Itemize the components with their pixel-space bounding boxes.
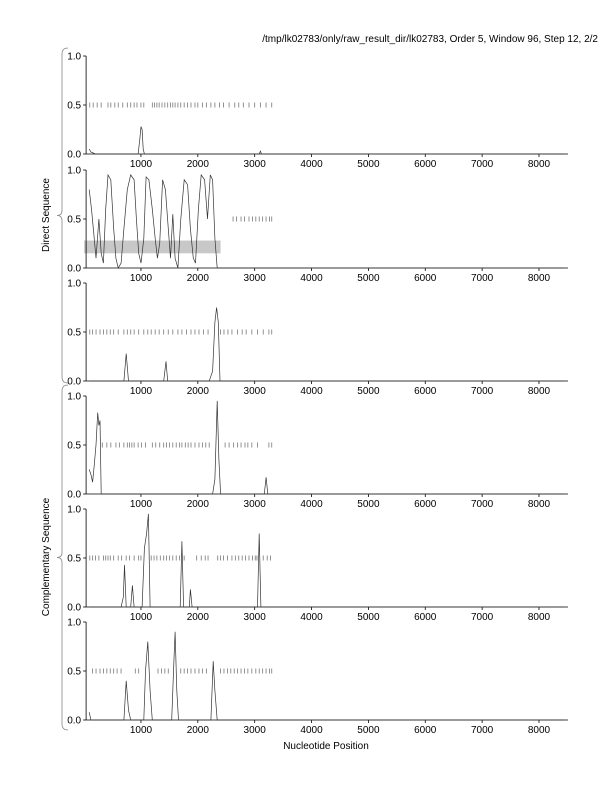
- chart-title: /tmp/lk02783/only/raw_result_dir/lk02783…: [262, 34, 598, 45]
- y-tick-label: 0.5: [67, 441, 81, 452]
- x-tick-label: 1000: [130, 386, 153, 397]
- y-tick-label: 0.5: [67, 101, 81, 112]
- x-tick-label: 3000: [244, 273, 267, 284]
- x-tick-label: 7000: [471, 725, 494, 736]
- x-tick-label: 8000: [528, 612, 551, 623]
- x-tick-label: 6000: [414, 499, 437, 510]
- y-tick-label: 1.0: [67, 166, 81, 177]
- group-label-direct: Direct Sequence: [41, 178, 52, 252]
- y-tick-label: 0.0: [67, 150, 81, 161]
- x-tick-label: 8000: [528, 499, 551, 510]
- coding-potential-line-complementary-frame-2: [89, 513, 565, 608]
- x-tick-label: 4000: [300, 725, 323, 736]
- x-tick-label: 1000: [130, 612, 153, 623]
- x-tick-label: 4000: [300, 612, 323, 623]
- x-tick-label: 6000: [414, 159, 437, 170]
- x-tick-label: 2000: [187, 612, 210, 623]
- x-tick-label: 7000: [471, 612, 494, 623]
- group-label-complementary: Complementary Sequence: [41, 497, 52, 616]
- x-tick-label: 1000: [130, 499, 153, 510]
- y-tick-label: 0.0: [67, 716, 81, 727]
- y-tick-label: 0.5: [67, 667, 81, 678]
- y-tick-label: 1.0: [67, 52, 81, 63]
- x-tick-label: 3000: [244, 725, 267, 736]
- y-tick-label: 0.0: [67, 377, 81, 388]
- coding-potential-line-direct-frame-2: [88, 173, 565, 269]
- x-tick-label: 7000: [471, 273, 494, 284]
- coding-potential-line-direct-frame-3: [89, 307, 565, 382]
- x-tick-label: 4000: [300, 499, 323, 510]
- y-tick-label: 0.0: [67, 490, 81, 501]
- x-tick-label: 8000: [528, 159, 551, 170]
- x-tick-label: 3000: [244, 159, 267, 170]
- x-tick-label: 4000: [300, 386, 323, 397]
- y-tick-label: 1.0: [67, 392, 81, 403]
- x-tick-label: 5000: [357, 273, 380, 284]
- x-tick-label: 3000: [244, 612, 267, 623]
- y-tick-label: 0.5: [67, 328, 81, 339]
- y-tick-label: 1.0: [67, 279, 81, 290]
- x-tick-label: 4000: [300, 159, 323, 170]
- gene-region-band: [84, 240, 221, 254]
- y-tick-label: 0.5: [67, 215, 81, 226]
- x-tick-label: 1000: [130, 725, 153, 736]
- x-tick-label: 1000: [130, 273, 153, 284]
- x-tick-label: 5000: [357, 386, 380, 397]
- y-tick-label: 0.0: [67, 603, 81, 614]
- y-tick-label: 0.5: [67, 554, 81, 565]
- x-tick-label: 1000: [130, 159, 153, 170]
- x-tick-label: 2000: [187, 499, 210, 510]
- x-tick-label: 6000: [414, 612, 437, 623]
- y-tick-label: 0.0: [67, 264, 81, 275]
- y-tick-label: 1.0: [67, 618, 81, 629]
- coding-potential-line-complementary-frame-1: [88, 400, 565, 495]
- x-tick-label: 6000: [414, 386, 437, 397]
- x-tick-label: 3000: [244, 386, 267, 397]
- x-tick-label: 2000: [187, 159, 210, 170]
- x-tick-label: 8000: [528, 386, 551, 397]
- y-tick-label: 1.0: [67, 505, 81, 516]
- x-tick-label: 8000: [528, 273, 551, 284]
- x-tick-label: 2000: [187, 273, 210, 284]
- x-tick-label: 5000: [357, 499, 380, 510]
- x-tick-label: 6000: [414, 273, 437, 284]
- x-tick-label: 7000: [471, 499, 494, 510]
- x-tick-label: 7000: [471, 159, 494, 170]
- brace-direct: [56, 47, 69, 384]
- x-tick-label: 6000: [414, 725, 437, 736]
- coding-potential-line-direct-frame-1: [88, 126, 565, 155]
- x-tick-label: 3000: [244, 499, 267, 510]
- x-tick-label: 5000: [357, 612, 380, 623]
- x-tick-label: 2000: [187, 725, 210, 736]
- brace-complementary: [56, 384, 69, 731]
- x-tick-label: 7000: [471, 386, 494, 397]
- x-tick-label: 5000: [357, 159, 380, 170]
- x-axis-label: Nucleotide Position: [283, 741, 369, 752]
- x-tick-label: 5000: [357, 725, 380, 736]
- x-tick-label: 2000: [187, 386, 210, 397]
- x-tick-label: 8000: [528, 725, 551, 736]
- x-tick-label: 4000: [300, 273, 323, 284]
- coding-potential-line-complementary-frame-3: [88, 631, 565, 721]
